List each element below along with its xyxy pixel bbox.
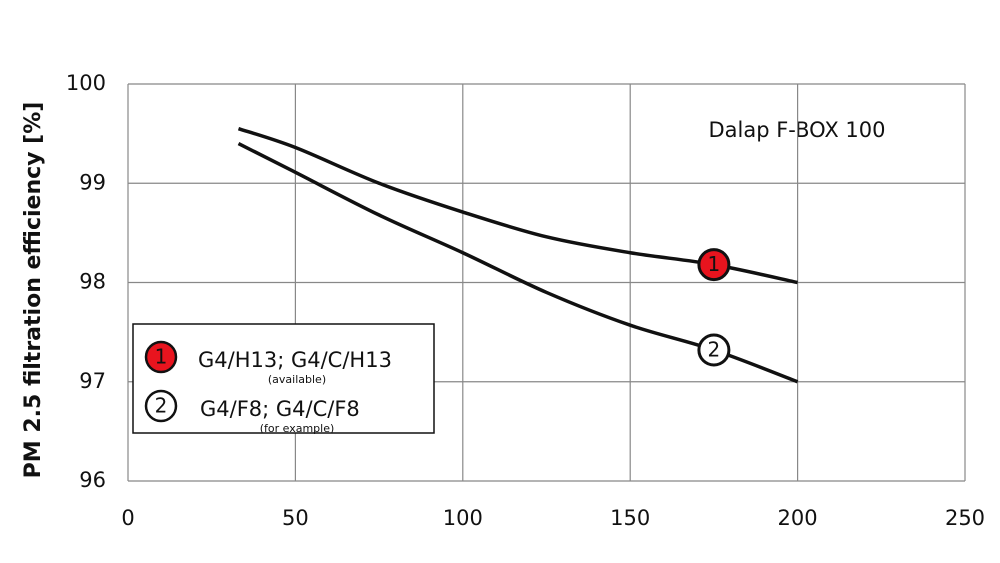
legend-marker — [144, 389, 178, 423]
x-tick-label: 50 — [282, 506, 309, 530]
legend-marker — [144, 340, 178, 374]
x-tick-label: 0 — [121, 506, 134, 530]
legend-label: G4/H13; G4/C/H13 — [198, 348, 392, 372]
x-tick-label: 150 — [610, 506, 650, 530]
x-tick-label: 200 — [778, 506, 818, 530]
y-axis-label: PM 2.5 filtration efficiency [%] — [21, 102, 46, 479]
legend-note: (for example) — [260, 422, 335, 435]
series-marker-label: 1 — [708, 252, 721, 276]
series-marker-label: 2 — [708, 337, 721, 361]
y-tick-label: 96 — [79, 468, 106, 492]
y-tick-label: 99 — [79, 170, 106, 194]
series-marker — [697, 333, 731, 367]
legend-note: (available) — [268, 373, 326, 386]
x-tick-label: 100 — [443, 506, 483, 530]
legend-label: G4/F8; G4/C/F8 — [200, 397, 360, 421]
legend-marker-label: 1 — [155, 345, 168, 369]
y-tick-label: 97 — [79, 369, 106, 393]
legend-box — [132, 323, 435, 434]
y-tick-label: 98 — [79, 270, 106, 294]
x-tick-label: 250 — [945, 506, 985, 530]
y-tick-label: 100 — [66, 71, 106, 95]
legend-marker-label: 2 — [155, 394, 168, 418]
series-marker — [697, 248, 731, 282]
